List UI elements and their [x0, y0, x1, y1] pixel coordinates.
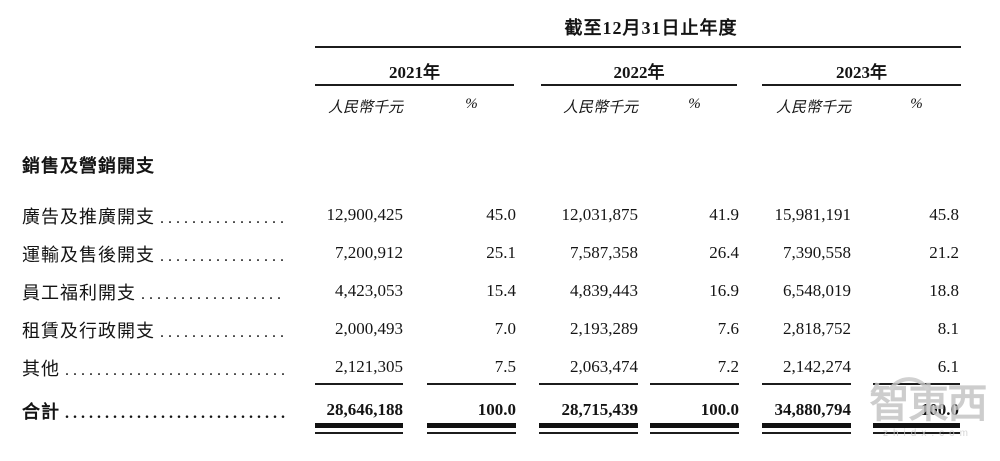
section-header: 銷售及營銷開支 — [22, 156, 155, 176]
subtotal-rule — [539, 383, 638, 385]
row-label-text: 員工福利開支 — [22, 283, 136, 303]
total-label: 合計 — [22, 398, 285, 424]
dot-leader — [160, 210, 285, 228]
row-label: 租賃及行政開支 — [22, 317, 285, 343]
cell-2022-percent: 41.9 — [709, 205, 739, 224]
dot-leader — [65, 405, 285, 423]
total-double-rule — [427, 423, 516, 428]
cell-2021-percent: 25.1 — [486, 243, 516, 262]
total-2022-percent: 100.0 — [700, 400, 739, 419]
period-header: 截至12月31日止年度 — [564, 18, 738, 38]
row-label-text: 運輸及售後開支 — [22, 245, 155, 265]
cell-2022-percent: 7.6 — [717, 319, 739, 338]
cell-2023-amount: 6,548,019 — [783, 281, 851, 300]
year-rule-2022 — [541, 84, 737, 86]
unit-label-2022: 人民幣千元 — [562, 100, 638, 116]
total-double-rule — [427, 432, 516, 434]
cell-2022-amount: 2,193,289 — [570, 319, 638, 338]
cell-2023-percent: 18.8 — [929, 281, 959, 300]
total-2021-amount: 28,646,188 — [326, 400, 404, 419]
subtotal-rule — [427, 383, 516, 385]
cell-2023-percent: 45.8 — [929, 205, 959, 224]
total-double-rule — [650, 432, 739, 434]
subtotal-rule — [873, 383, 960, 385]
dot-leader — [65, 362, 285, 380]
cell-2022-percent: 7.2 — [717, 357, 739, 376]
dot-leader — [141, 286, 285, 304]
subtotal-rule — [650, 383, 739, 385]
cell-2021-amount: 2,121,305 — [335, 357, 403, 376]
row-label: 運輸及售後開支 — [22, 241, 285, 267]
cell-2023-percent: 6.1 — [937, 357, 959, 376]
total-2023-amount: 34,880,794 — [774, 400, 852, 419]
row-label-text: 租賃及行政開支 — [22, 321, 155, 341]
cell-2021-percent: 45.0 — [486, 205, 516, 224]
total-2023-percent: 100.0 — [920, 400, 959, 419]
cell-2022-amount: 7,587,358 — [570, 243, 638, 262]
total-double-rule — [873, 432, 960, 434]
cell-2021-percent: 7.5 — [494, 357, 516, 376]
total-label-text: 合計 — [22, 402, 60, 422]
row-label-text: 其他 — [22, 359, 60, 379]
year-rule-2021 — [315, 84, 514, 86]
cell-2021-percent: 7.0 — [494, 319, 516, 338]
row-label: 員工福利開支 — [22, 279, 285, 305]
cell-2023-percent: 8.1 — [937, 319, 959, 338]
total-double-rule — [762, 423, 851, 428]
cell-2021-amount: 12,900,425 — [326, 205, 404, 224]
cell-2021-percent: 15.4 — [486, 281, 516, 300]
cell-2021-amount: 2,000,493 — [335, 319, 403, 338]
total-double-rule — [539, 432, 638, 434]
total-double-rule — [539, 423, 638, 428]
header-top-rule — [315, 46, 961, 48]
year-rule-2023 — [762, 84, 961, 86]
cell-2023-amount: 7,390,558 — [783, 243, 851, 262]
total-2021-percent: 100.0 — [477, 400, 516, 419]
total-double-rule — [315, 432, 403, 434]
cell-2023-percent: 21.2 — [929, 243, 959, 262]
subtotal-rule — [762, 383, 851, 385]
cell-2022-amount: 2,063,474 — [570, 357, 638, 376]
dot-leader — [160, 248, 285, 266]
percent-label-2023: % — [910, 96, 923, 112]
year-header-2023: 2023年 — [836, 63, 887, 82]
unit-label-2021: 人民幣千元 — [327, 100, 403, 116]
row-label: 其他 — [22, 355, 285, 381]
total-double-rule — [873, 423, 960, 428]
cell-2021-amount: 7,200,912 — [335, 243, 403, 262]
zhidx-watermark: 智東西 zhidx.com — [858, 377, 998, 460]
unit-label-2023: 人民幣千元 — [775, 100, 851, 116]
total-double-rule — [315, 423, 403, 428]
cell-2022-percent: 26.4 — [709, 243, 739, 262]
total-double-rule — [762, 432, 851, 434]
year-header-2022: 2022年 — [613, 63, 665, 82]
cell-2023-amount: 2,818,752 — [783, 319, 851, 338]
year-header-2021: 2021年 — [389, 63, 440, 82]
dot-leader — [160, 324, 285, 342]
cell-2023-amount: 2,142,274 — [783, 357, 851, 376]
cell-2022-amount: 4,839,443 — [570, 281, 638, 300]
percent-label-2022: % — [688, 96, 701, 112]
subtotal-rule — [315, 383, 403, 385]
cell-2022-percent: 16.9 — [709, 281, 739, 300]
percent-label-2021: % — [465, 96, 478, 112]
row-label: 廣告及推廣開支 — [22, 203, 285, 229]
total-double-rule — [650, 423, 739, 428]
row-label-text: 廣告及推廣開支 — [22, 207, 155, 227]
total-2022-amount: 28,715,439 — [561, 400, 639, 419]
cell-2022-amount: 12,031,875 — [561, 205, 639, 224]
cell-2023-amount: 15,981,191 — [774, 205, 852, 224]
cell-2021-amount: 4,423,053 — [335, 281, 403, 300]
